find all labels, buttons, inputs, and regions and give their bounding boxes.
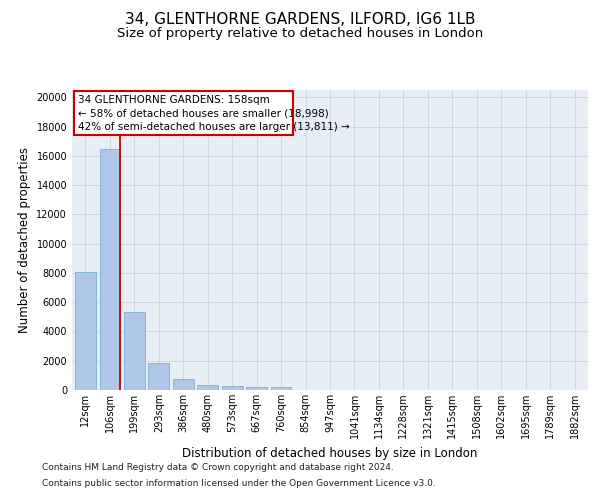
Text: 34, GLENTHORNE GARDENS, ILFORD, IG6 1LB: 34, GLENTHORNE GARDENS, ILFORD, IG6 1LB [125, 12, 475, 28]
Bar [246, 387, 267, 390]
Text: Contains HM Land Registry data © Crown copyright and database right 2024.: Contains HM Land Registry data © Crown c… [42, 464, 394, 472]
Text: Contains public sector information licensed under the Open Government Licence v3: Contains public sector information licen… [42, 478, 436, 488]
X-axis label: Distribution of detached houses by size in London: Distribution of detached houses by size … [182, 446, 478, 460]
Text: 42% of semi-detached houses are larger (13,811) →: 42% of semi-detached houses are larger (… [78, 122, 350, 132]
Y-axis label: Number of detached properties: Number of detached properties [18, 147, 31, 333]
Bar [148, 363, 169, 390]
Text: ← 58% of detached houses are smaller (18,998): ← 58% of detached houses are smaller (18… [78, 108, 329, 118]
Text: 34 GLENTHORNE GARDENS: 158sqm: 34 GLENTHORNE GARDENS: 158sqm [78, 95, 270, 105]
Bar [75, 272, 96, 390]
Text: Size of property relative to detached houses in London: Size of property relative to detached ho… [117, 28, 483, 40]
Bar [74, 92, 293, 136]
Bar [197, 385, 218, 390]
Bar [100, 148, 120, 390]
Bar [124, 312, 145, 390]
Bar [222, 386, 242, 390]
Bar [271, 387, 292, 390]
Bar [173, 379, 194, 390]
